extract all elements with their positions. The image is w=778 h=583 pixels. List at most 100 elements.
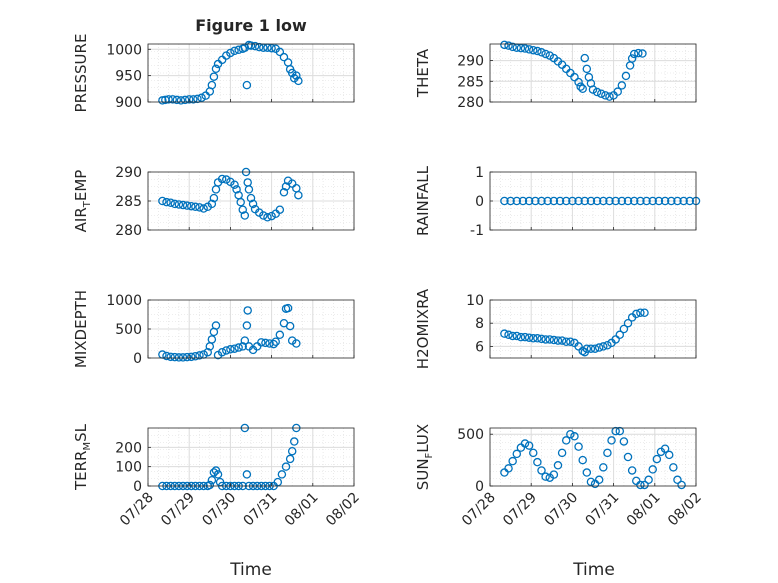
data-point: [518, 196, 528, 206]
data-point: [516, 332, 526, 342]
y-tick-label: 1: [475, 165, 484, 181]
data-point: [217, 174, 227, 184]
data-point: [621, 71, 631, 81]
x-axis-label-left: Time: [229, 560, 272, 580]
y-axis-label: AIRTEMP: [72, 170, 93, 233]
data-point: [669, 463, 678, 472]
data-point: [623, 318, 633, 328]
y-tick-label: 285: [457, 74, 484, 90]
data-point: [580, 53, 590, 63]
subplot-8: 0 500 07/28 07/29 07/30 07/31 08/01 08/02 SUNFLU…: [414, 424, 705, 530]
x-tick-label: 07/30: [199, 490, 239, 530]
data-point: [506, 196, 515, 206]
y-tick-label: 100: [115, 460, 142, 476]
data-point: [178, 200, 188, 210]
data-point: [636, 196, 645, 206]
data-point: [187, 201, 196, 211]
data-point: [250, 41, 260, 51]
data-point: [654, 196, 664, 206]
data-point: [529, 448, 538, 458]
data-point: [209, 72, 219, 81]
data-point: [603, 448, 612, 458]
data-point: [248, 199, 258, 209]
data-point: [543, 196, 552, 206]
x-tick-label: 07/31: [241, 490, 281, 530]
data-point: [537, 466, 546, 475]
data-point: [617, 196, 627, 206]
data-point: [243, 306, 252, 315]
data-point: [168, 95, 177, 104]
data-point: [553, 336, 563, 345]
data-point: [508, 456, 517, 466]
data-point: [240, 211, 250, 220]
data-point: [545, 51, 554, 60]
x-tick-label: 07/28: [117, 490, 157, 530]
data-point: [642, 196, 651, 206]
data-point: [162, 351, 171, 361]
data-point: [238, 342, 248, 351]
x-tick-label: 07/31: [583, 490, 623, 530]
x-tick-label: 07/29: [158, 490, 198, 530]
data-point: [592, 87, 602, 97]
data-point: [634, 48, 643, 58]
y-tick-label: 1000: [106, 293, 142, 309]
data-point: [166, 198, 175, 207]
data-point: [531, 196, 540, 206]
data-point: [172, 95, 182, 105]
data-point: [520, 439, 530, 448]
data-point: [244, 185, 254, 194]
data-point: [209, 193, 219, 203]
data-point: [281, 462, 291, 471]
data-point: [578, 84, 587, 93]
data-point: [524, 45, 534, 54]
data-point: [660, 196, 670, 206]
data-point: [189, 95, 198, 104]
data-point: [504, 464, 513, 473]
data-point: [652, 454, 662, 464]
data-point: [246, 41, 256, 50]
data-point: [170, 352, 180, 362]
data-point: [191, 352, 200, 361]
data-point: [561, 436, 571, 445]
data-point: [648, 196, 657, 206]
data-point: [195, 203, 204, 212]
data-point: [529, 334, 538, 343]
subplot-3: 280 285 290 AIRTEMP: [72, 165, 355, 239]
data-point: [524, 441, 534, 450]
axes-box: [147, 427, 355, 487]
subplot-4: -1 0 1 RAINFALL: [414, 165, 701, 239]
data-point: [524, 196, 534, 206]
data-point: [211, 321, 221, 330]
data-point: [232, 185, 241, 194]
data-point: [222, 346, 231, 355]
y-tick-label: 290: [115, 165, 142, 181]
data-point: [561, 337, 571, 347]
data-point: [611, 426, 620, 436]
data-point: [275, 330, 285, 340]
data-point: [555, 196, 565, 206]
data-point: [557, 448, 567, 458]
data-point: [294, 76, 303, 86]
series-points: [158, 303, 301, 362]
data-point: [287, 446, 297, 456]
data-point: [629, 196, 639, 206]
data-point: [545, 335, 554, 344]
data-point: [586, 196, 596, 206]
data-point: [226, 345, 235, 354]
data-point: [644, 475, 653, 485]
data-point: [578, 455, 587, 465]
data-point: [512, 196, 522, 206]
data-point: [199, 204, 208, 213]
data-point: [541, 335, 550, 344]
series-points: [500, 308, 649, 357]
data-point: [269, 339, 278, 349]
data-point: [238, 205, 248, 214]
data-point: [553, 461, 563, 470]
data-point: [275, 205, 285, 214]
x-tick-label: 08/02: [323, 490, 363, 530]
y-tick-label: 500: [457, 427, 484, 443]
y-axis-label: THETA: [414, 48, 432, 98]
data-point: [648, 465, 657, 474]
axes-box: [147, 43, 355, 103]
